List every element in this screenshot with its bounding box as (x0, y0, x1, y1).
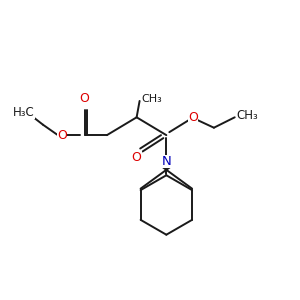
Text: H₃C: H₃C (13, 106, 34, 119)
Text: CH₃: CH₃ (141, 94, 162, 104)
Text: O: O (80, 92, 89, 104)
Text: O: O (188, 111, 198, 124)
Text: O: O (57, 129, 67, 142)
Text: CH₃: CH₃ (236, 109, 258, 122)
Text: O: O (132, 151, 142, 164)
Text: N: N (161, 155, 171, 168)
